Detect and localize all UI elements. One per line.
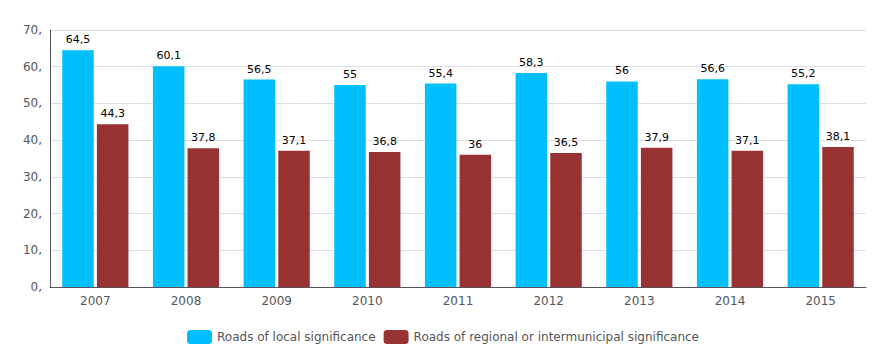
svg-text:60,: 60, <box>23 60 42 74</box>
svg-text:56,5: 56,5 <box>247 63 272 76</box>
svg-text:2009: 2009 <box>261 294 292 308</box>
svg-text:38,1: 38,1 <box>826 130 851 143</box>
svg-text:2011: 2011 <box>443 294 474 308</box>
svg-text:37,1: 37,1 <box>282 134 307 147</box>
svg-text:2015: 2015 <box>805 294 836 308</box>
svg-text:37,8: 37,8 <box>191 131 216 144</box>
svg-text:70,: 70, <box>23 23 42 37</box>
svg-text:Roads of regional or intermuni: Roads of regional or intermunicipal sign… <box>414 330 699 344</box>
svg-text:37,1: 37,1 <box>735 134 760 147</box>
svg-text:2008: 2008 <box>171 294 202 308</box>
svg-text:56: 56 <box>615 64 629 77</box>
svg-text:2013: 2013 <box>624 294 655 308</box>
svg-text:36,5: 36,5 <box>554 136 579 149</box>
svg-text:20,: 20, <box>23 207 42 221</box>
svg-text:36: 36 <box>468 138 482 151</box>
svg-text:2014: 2014 <box>715 294 746 308</box>
svg-text:0,: 0, <box>31 280 42 294</box>
svg-text:50,: 50, <box>23 96 42 110</box>
svg-text:37,9: 37,9 <box>644 131 669 144</box>
svg-text:55,2: 55,2 <box>791 67 816 80</box>
svg-text:60,1: 60,1 <box>156 49 181 62</box>
svg-text:58,3: 58,3 <box>519 56 544 69</box>
svg-text:36,8: 36,8 <box>372 135 397 148</box>
svg-text:2007: 2007 <box>80 294 111 308</box>
svg-text:30,: 30, <box>23 170 42 184</box>
svg-text:44,3: 44,3 <box>100 107 125 120</box>
svg-text:55: 55 <box>343 68 357 81</box>
svg-text:2010: 2010 <box>352 294 383 308</box>
svg-text:64,5: 64,5 <box>66 33 91 46</box>
svg-text:55,4: 55,4 <box>428 67 453 80</box>
svg-text:40,: 40, <box>23 133 42 147</box>
svg-text:Roads of local significance: Roads of local significance <box>217 330 376 344</box>
svg-text:10,: 10, <box>23 243 42 257</box>
svg-text:56,6: 56,6 <box>700 62 725 75</box>
svg-text:2012: 2012 <box>533 294 564 308</box>
